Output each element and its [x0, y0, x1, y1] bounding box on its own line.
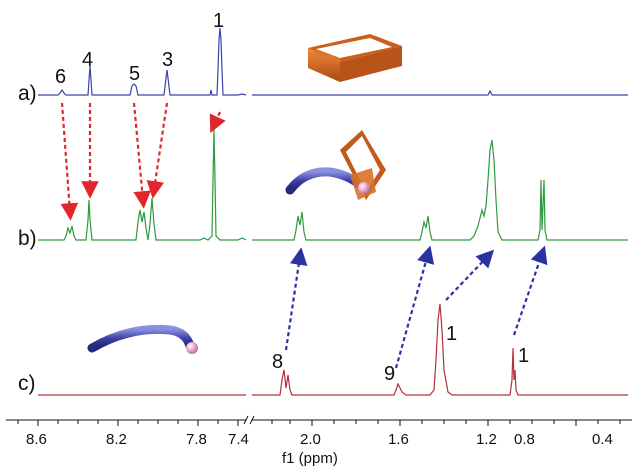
macrocycle-icon	[308, 34, 402, 82]
peak-labels-a: 6 4 5 3 1	[55, 10, 224, 88]
rotaxane-icon	[285, 130, 386, 200]
shift-arrow	[512, 245, 548, 336]
spectrum-b-label: b)	[18, 227, 37, 250]
peak-label: 8	[272, 351, 283, 373]
spectrum-c: c)	[18, 303, 628, 396]
peak-label: 6	[55, 66, 66, 88]
x-axis-ticks	[17, 420, 621, 426]
spectrum-c-trace-right	[252, 303, 628, 396]
shift-arrow	[394, 245, 435, 369]
shift-arrow	[445, 249, 495, 301]
spectrum-a-trace-right	[252, 89, 628, 96]
peak-label: 9	[384, 363, 395, 385]
spectrum-a: a)	[18, 27, 628, 105]
blue-arrows	[284, 245, 548, 369]
x-axis-title: f1 (ppm)	[282, 450, 338, 467]
peak-label: 3	[162, 49, 173, 71]
spectrum-b-trace-right	[252, 139, 628, 241]
x-axis	[6, 415, 632, 426]
tick-label: 1.6	[388, 431, 409, 448]
peak-labels-c: 8 9 1 1	[272, 323, 529, 385]
tick-label: 0.8	[514, 431, 535, 448]
tick-label: 7.8	[186, 431, 207, 448]
tick-label: 7.4	[228, 431, 249, 448]
tick-label: 0.4	[592, 431, 613, 448]
peak-label: 4	[82, 49, 93, 71]
peak-label: 5	[129, 63, 140, 85]
red-arrows	[60, 102, 226, 221]
tick-label: 8.6	[26, 431, 47, 448]
shift-arrow	[146, 102, 169, 199]
peak-label: 1	[446, 323, 457, 345]
tick-label: 1.2	[476, 431, 497, 448]
peak-label: 1	[518, 345, 529, 367]
axle-icon	[87, 324, 198, 354]
shift-arrow	[209, 111, 226, 133]
x-tick-labels: 8.6 8.2 7.8 7.4 2.0 1.6 1.2 0.8 0.4	[26, 431, 613, 448]
tick-label: 2.0	[300, 431, 321, 448]
tick-label: 8.2	[106, 431, 127, 448]
spectrum-b: b)	[18, 129, 628, 250]
shift-arrow	[284, 247, 308, 351]
shift-arrow	[132, 102, 151, 209]
spectrum-a-label: a)	[18, 82, 37, 105]
shift-arrow	[60, 102, 79, 221]
spectrum-c-label: c)	[18, 372, 36, 395]
peak-label: 1	[213, 10, 224, 32]
spectrum-a-trace-left	[38, 27, 247, 96]
spectrum-b-trace-left	[38, 129, 247, 241]
